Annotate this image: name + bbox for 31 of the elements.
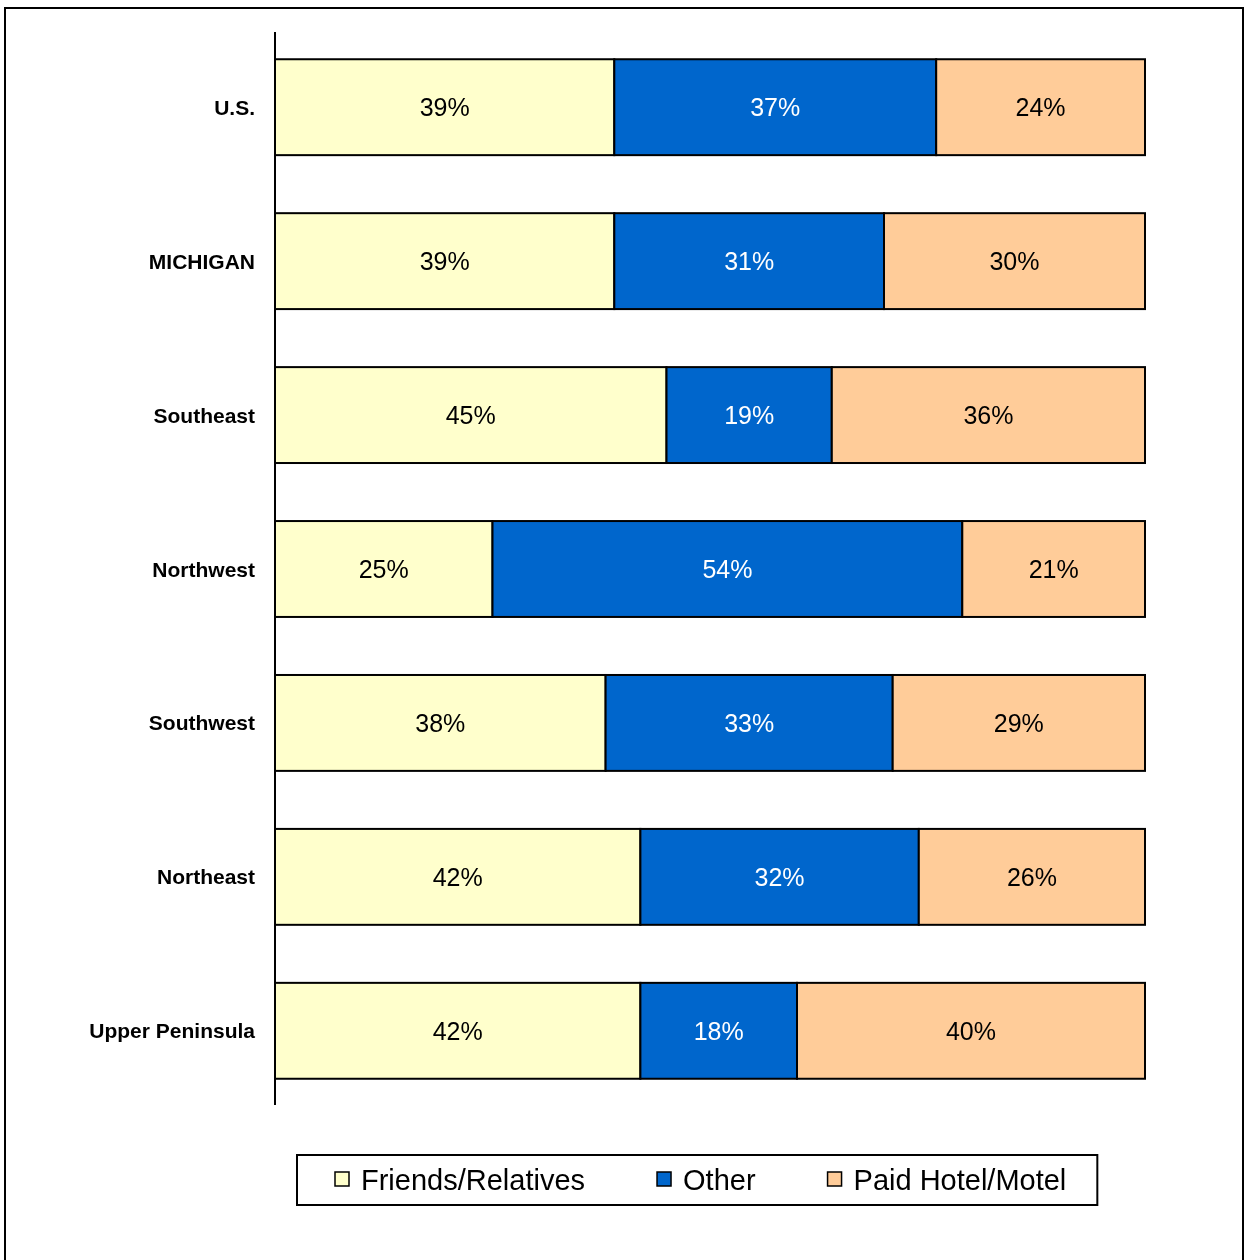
data-label: 30% [989, 247, 1040, 276]
data-label: 42% [432, 862, 483, 891]
y-tick-label: MICHIGAN [148, 249, 255, 273]
data-label: 54% [702, 555, 753, 583]
legend-label: Friends/Relatives [361, 1164, 586, 1196]
data-label: 25% [358, 555, 409, 583]
legend-label: Other [683, 1164, 756, 1196]
data-label: 37% [750, 93, 801, 122]
y-tick-label: Southwest [148, 711, 255, 735]
data-label: 45% [445, 401, 496, 430]
data-label: 36% [963, 401, 1014, 430]
data-label: 33% [724, 708, 775, 737]
data-label: 40% [945, 1016, 997, 1045]
data-label: 32% [754, 862, 805, 891]
data-label: 38% [415, 708, 466, 737]
y-tick-label: U.S. [214, 95, 255, 119]
data-label: 21% [1028, 555, 1079, 583]
data-label: 24% [1015, 93, 1066, 122]
data-label: 39% [419, 93, 470, 122]
data-label: 42% [432, 1016, 483, 1045]
y-tick-label: Southeast [153, 403, 255, 427]
data-label: 19% [724, 401, 775, 430]
data-label: 29% [993, 708, 1044, 737]
legend-label: Paid Hotel/Motel [853, 1164, 1067, 1196]
data-label: 39% [419, 247, 470, 276]
data-label: 31% [724, 247, 775, 276]
data-label: 26% [1006, 862, 1057, 891]
data-label: 18% [693, 1016, 744, 1045]
y-tick-label: Upper Peninsula [89, 1019, 256, 1043]
y-tick-label: Northwest [152, 557, 255, 581]
y-tick-label: Northeast [156, 865, 255, 889]
